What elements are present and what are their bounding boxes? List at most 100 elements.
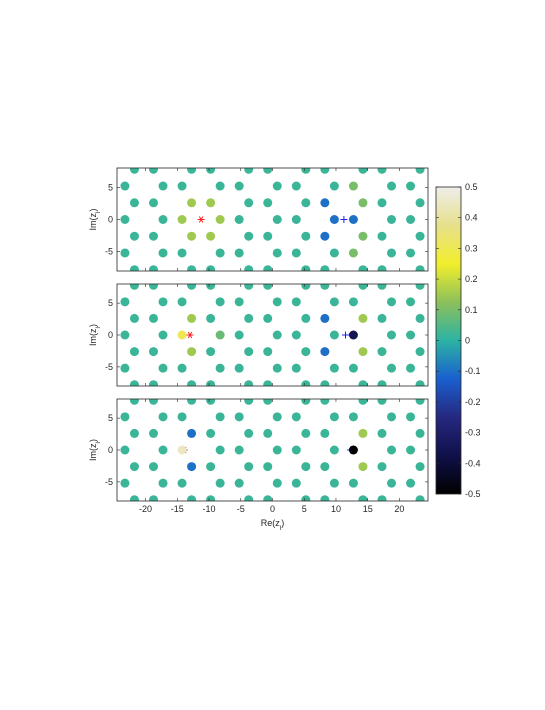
lattice-point: [301, 198, 311, 208]
lattice-point: [177, 412, 187, 422]
lattice-point: [329, 330, 339, 340]
lattice-point: [272, 445, 282, 455]
lattice-point: [148, 198, 158, 208]
y-axis-label: Im(zl): [88, 439, 102, 461]
lattice-point: [291, 248, 301, 258]
label-part: ): [88, 209, 98, 212]
label-part: Im(z: [88, 443, 98, 461]
lattice-point: [244, 265, 254, 271]
y-axis-label: Im(zl): [88, 324, 102, 346]
lattice-point: [234, 330, 244, 340]
lattice-point: [148, 284, 158, 290]
lattice-point: [415, 265, 425, 271]
x-tick-label: 5: [302, 504, 307, 514]
lattice-point: [348, 215, 358, 224]
y-tick-label: -5: [105, 477, 113, 487]
lattice-point: [387, 297, 397, 307]
lattice-point: [215, 181, 225, 191]
lattice-point: [320, 428, 330, 438]
label-part: ): [88, 324, 98, 327]
lattice-point: [244, 347, 254, 357]
plot-content: [120, 284, 425, 386]
lattice-point: [377, 399, 387, 405]
colorbar-tick-label: 0: [465, 336, 470, 346]
x-tick-label: 15: [363, 504, 373, 514]
lattice-point: [215, 330, 225, 340]
lattice-point: [406, 412, 416, 422]
lattice-point: [129, 428, 139, 438]
lattice-point: [206, 265, 216, 271]
lattice-point: [244, 462, 254, 472]
y-tick-label: 0: [108, 445, 113, 455]
label-part: ): [281, 518, 284, 528]
lattice-point: [320, 399, 330, 405]
lattice-point: [415, 231, 425, 241]
lattice-point: [406, 181, 416, 191]
lattice-point: [187, 495, 197, 501]
label-part: Re(z: [261, 518, 281, 528]
lattice-point: [177, 445, 187, 455]
lattice-point: [234, 181, 244, 191]
lattice-point: [415, 284, 425, 290]
lattice-point: [177, 478, 187, 488]
colorbar-tick-label: 0.2: [465, 274, 478, 284]
lattice-point: [348, 297, 358, 307]
lattice-point: [301, 231, 311, 241]
y-tick-label: -5: [105, 247, 113, 257]
lattice-point: [377, 495, 387, 501]
lattice-point: [301, 428, 311, 438]
lattice-point: [329, 412, 339, 422]
lattice-point: [129, 265, 139, 271]
lattice-point: [215, 297, 225, 307]
lattice-point: [158, 330, 168, 340]
lattice-point: [234, 445, 244, 455]
marker-stroke: [198, 216, 204, 223]
plot-area: [117, 168, 428, 271]
star-marker: [197, 216, 205, 223]
lattice-point: [187, 198, 197, 208]
lattice-point: [263, 168, 273, 174]
lattice-point: [129, 495, 139, 501]
y-tick-label: 5: [108, 298, 113, 308]
lattice-point: [187, 399, 197, 405]
plus-marker: [341, 331, 349, 339]
lattice-point: [358, 399, 368, 405]
lattice-point: [120, 445, 130, 455]
x-tick-label: -5: [237, 504, 245, 514]
lattice-point: [206, 168, 216, 174]
lattice-point: [120, 248, 130, 258]
lattice-point: [348, 248, 358, 258]
lattice-point: [329, 297, 339, 307]
lattice-point: [320, 347, 330, 357]
lattice-point: [272, 363, 282, 373]
lattice-point: [129, 462, 139, 472]
lattice-point: [358, 168, 368, 174]
lattice-point: [148, 428, 158, 438]
lattice-point: [320, 495, 330, 501]
lattice-point: [215, 412, 225, 422]
lattice-point: [187, 168, 197, 174]
plot-area: [117, 284, 428, 386]
colorbar-tick-label: 0.1: [465, 305, 478, 315]
colorbar-tick-label: 0.5: [465, 182, 478, 192]
lattice-point: [329, 215, 339, 224]
colorbar-tick-label: -0.1: [465, 366, 481, 376]
lattice-point: [377, 347, 387, 357]
lattice-point: [148, 462, 158, 472]
lattice-point: [206, 313, 216, 323]
lattice-point: [158, 478, 168, 488]
lattice-point: [206, 198, 216, 208]
lattice-point: [234, 412, 244, 422]
lattice-point: [329, 445, 339, 455]
lattice-point: [291, 363, 301, 373]
x-tick-label: -15: [171, 504, 184, 514]
lattice-point: [272, 412, 282, 422]
y-tick-label: 0: [108, 330, 113, 340]
lattice-point: [358, 284, 368, 290]
lattice-point: [348, 445, 358, 455]
lattice-point: [263, 284, 273, 290]
lattice-point: [206, 495, 216, 501]
lattice-point: [120, 363, 130, 373]
lattice-point: [215, 248, 225, 258]
